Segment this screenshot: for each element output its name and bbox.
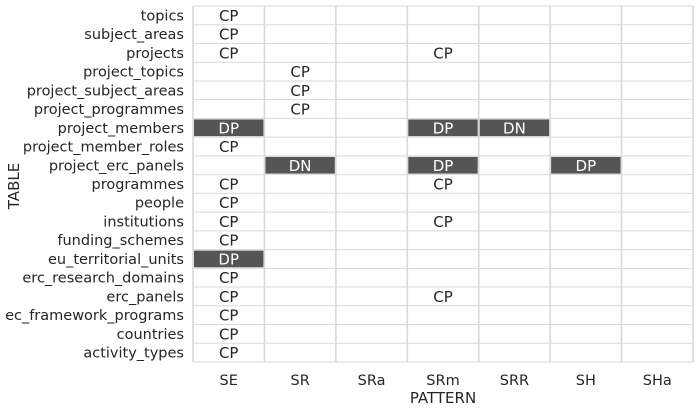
heatmap-cell-label: CP (219, 194, 239, 212)
y-tick-label: institutions (103, 214, 184, 230)
y-tick-label: project_members (58, 121, 184, 137)
heatmap-cell-label: CP (433, 176, 453, 194)
heatmap-cell-filled (265, 156, 335, 174)
heatmap-cell-label: CP (290, 101, 310, 119)
y-tick-label: people (135, 196, 184, 212)
y-tick-label: topics (141, 8, 184, 24)
y-tick-label: funding_schemes (57, 233, 184, 249)
heatmap-cell-filled (479, 119, 550, 137)
x-tick-label: SRa (358, 373, 386, 389)
heatmap-cell-label: CP (219, 232, 239, 250)
y-tick-label: countries (117, 327, 184, 343)
x-axis-title: PATTERN (410, 389, 476, 407)
y-tick-label: project_subject_areas (27, 83, 184, 99)
heatmap-cell-label: CP (433, 288, 453, 306)
y-tick-label: project_member_roles (23, 140, 184, 156)
x-tick-label: SRR (500, 373, 529, 389)
y-tick-label: subject_areas (84, 27, 184, 43)
y-tick-label: project_programmes (34, 102, 184, 118)
heatmap-cell-label: CP (219, 138, 239, 156)
heatmap-cell-label: CP (219, 325, 239, 343)
heatmap-cell-label: CP (219, 269, 239, 287)
heatmap-cell-label: CP (290, 63, 310, 81)
heatmap-cell-label: DN (289, 157, 312, 175)
heatmap-cell-label: DN (503, 119, 526, 137)
heatmap-cell-filled (408, 119, 478, 137)
y-tick-label: eu_territorial_units (48, 252, 184, 268)
heatmap-cell-label: CP (219, 213, 239, 231)
x-tick-labels: SE SR SRa SRm SRR SH SHa (220, 373, 672, 389)
x-tick-label: SR (291, 373, 310, 389)
heatmap-cell-label: CP (219, 7, 239, 25)
heatmap-cell-label: DP (576, 157, 597, 175)
y-axis-title: TABLE (5, 163, 23, 210)
heatmap-cell-label: DP (218, 119, 239, 137)
heatmap-cell-filled (194, 250, 264, 268)
heatmap-cell-filled (551, 156, 621, 174)
heatmap-cell-label: CP (219, 344, 239, 362)
heatmap-cell-label: CP (219, 288, 239, 306)
x-tick-label: SH (576, 373, 596, 389)
y-tick-label: project_topics (83, 65, 184, 81)
heatmap-cell-label: CP (219, 44, 239, 62)
y-tick-label: erc_panels (106, 289, 184, 305)
heatmap-cell-label: CP (219, 307, 239, 325)
heatmap-cell-label: CP (433, 44, 453, 62)
heatmap-cell-label: CP (290, 82, 310, 100)
y-tick-label: erc_research_domains (22, 271, 184, 287)
heatmap-cell-label: DP (433, 119, 454, 137)
y-tick-label: projects (126, 46, 184, 62)
heatmap-cell-label: CP (219, 176, 239, 194)
heatmap-cell-filled (408, 156, 478, 174)
y-tick-label: project_erc_panels (49, 158, 184, 174)
heatmap-cell-label: DP (218, 250, 239, 268)
x-tick-label: SE (220, 373, 238, 389)
y-tick-labels: topics subject_areas projects project_topic… (5, 8, 184, 361)
y-tick-label: ec_framework_programs (5, 308, 184, 324)
heatmap-cell-label: CP (219, 26, 239, 44)
heatmap-cell-filled (194, 119, 264, 137)
y-tick-label: activity_types (83, 346, 184, 362)
x-tick-label: SHa (643, 373, 672, 389)
heatmap-cell-label: DP (433, 157, 454, 175)
heatmap-cell-label: CP (433, 213, 453, 231)
y-tick-label: programmes (92, 177, 185, 193)
x-tick-label: SRm (426, 373, 459, 389)
grid-layer (192, 5, 694, 363)
